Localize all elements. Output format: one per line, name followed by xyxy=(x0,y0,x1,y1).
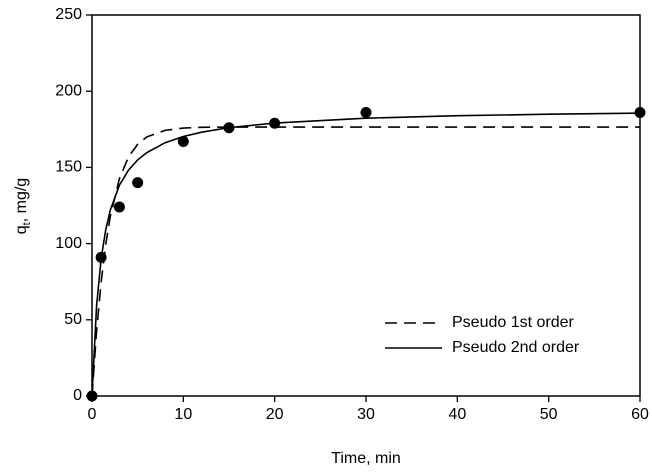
y-label-base: q xyxy=(13,225,30,234)
y-tick-label: 50 xyxy=(64,311,82,328)
x-axis-label: Time, min xyxy=(331,450,401,467)
x-tick-label: 0 xyxy=(88,406,97,423)
data-point xyxy=(177,135,189,147)
y-tick-label: 0 xyxy=(73,387,82,404)
data-point xyxy=(132,177,144,189)
y-label-rest: , mg/g xyxy=(13,178,30,222)
y-axis-label: qt, mg/g xyxy=(13,178,33,234)
y-tick-label: 200 xyxy=(55,82,82,99)
x-tick-label: 20 xyxy=(266,406,284,423)
x-tick-label: 60 xyxy=(631,406,649,423)
y-tick-label: 100 xyxy=(55,235,82,252)
y-label-sub: t xyxy=(21,222,33,225)
y-tick-label: 150 xyxy=(55,159,82,176)
x-tick-label: 50 xyxy=(540,406,558,423)
data-point xyxy=(634,107,646,119)
x-tick-label: 10 xyxy=(174,406,192,423)
legend-label: Pseudo 1st order xyxy=(452,314,575,331)
data-point xyxy=(113,201,125,213)
x-tick-label: 40 xyxy=(448,406,466,423)
fit-line xyxy=(91,112,641,397)
data-point xyxy=(360,107,372,119)
y-tick-label: 250 xyxy=(55,6,82,23)
legend-label: Pseudo 2nd order xyxy=(452,339,580,356)
x-tick-label: 30 xyxy=(357,406,375,423)
